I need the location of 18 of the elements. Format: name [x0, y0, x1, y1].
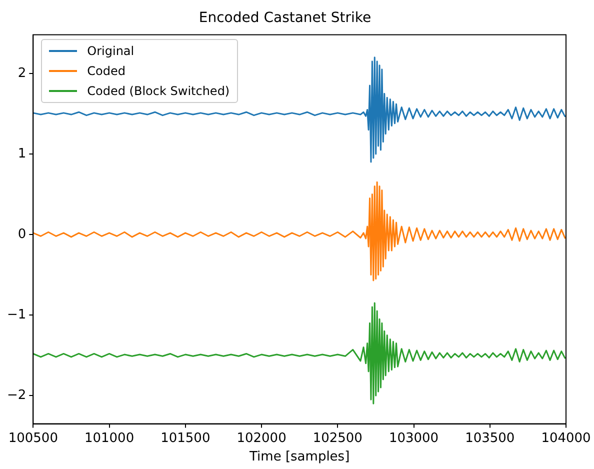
y-tick-label: −2 — [6, 388, 26, 403]
y-tick-label: 0 — [18, 226, 26, 242]
y-tick-label: −1 — [6, 307, 26, 322]
y-tick-label: 2 — [18, 66, 26, 81]
x-tick-label: 102000 — [236, 430, 286, 446]
chart-title: Encoded Castanet Strike — [198, 10, 372, 26]
x-tick-label: 101000 — [84, 430, 134, 446]
x-tick-label: 104000 — [541, 430, 591, 446]
legend-label: Coded — [87, 64, 126, 78]
legend-label: Original — [87, 44, 134, 58]
x-tick-label: 101500 — [160, 430, 210, 446]
x-tick-label: 103000 — [388, 430, 439, 446]
x-tick-label: 100500 — [8, 430, 58, 446]
x-axis-title: Time [samples] — [248, 450, 350, 465]
y-tick-label: 1 — [18, 146, 26, 162]
legend-label: Coded (Block Switched) — [87, 84, 230, 98]
x-tick-label: 103500 — [465, 430, 515, 446]
x-tick-label: 102500 — [312, 430, 362, 446]
